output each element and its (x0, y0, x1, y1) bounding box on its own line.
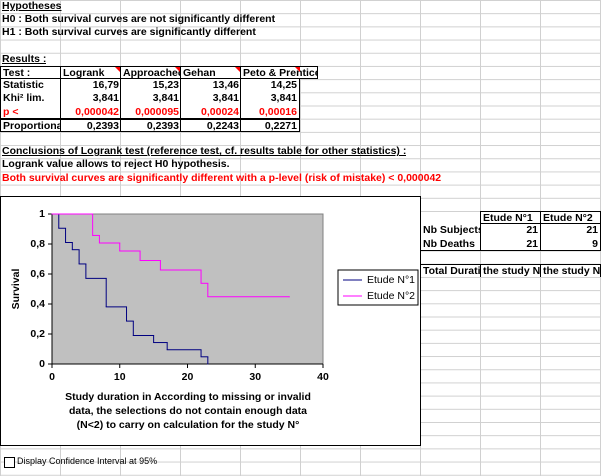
y-tick-label: 1 (39, 208, 45, 220)
x-axis-label: data, the selections do not contain enou… (69, 405, 307, 417)
row-label: Proportional (0, 118, 61, 132)
cell-value: 16,79 (60, 79, 121, 93)
cell-value: 3,841 (180, 92, 241, 106)
cell-value: 3,841 (60, 92, 121, 106)
row-header: Test : (0, 66, 61, 80)
x-tick-label: 30 (249, 371, 261, 383)
y-tick-label: 0,8 (30, 238, 45, 250)
cell-value: 0,000095 (120, 105, 181, 119)
y-tick-label: 0,2 (30, 328, 45, 340)
column-header: Logrank (60, 66, 121, 80)
row-label: Nb Deaths (420, 237, 481, 251)
x-tick-label: 0 (49, 371, 55, 383)
results-title: Results : (2, 52, 47, 65)
cell-value: 0,00024 (180, 105, 241, 119)
x-tick-label: 10 (114, 371, 126, 383)
row-label: p < (0, 105, 61, 119)
cell-value: 0,2393 (60, 118, 121, 132)
x-tick-label: 40 (317, 371, 329, 383)
cell-value: 13,46 (180, 79, 241, 93)
checkbox-label[interactable]: Display Confidence Interval at 95% (17, 456, 158, 466)
legend-label: Etude N°1 (367, 274, 415, 286)
comment-marker (115, 67, 120, 72)
column-header: Approached (120, 66, 181, 80)
column-header: Gehan (180, 66, 241, 80)
conclusion-line: Logrank value allows to reject H0 hypoth… (2, 158, 230, 171)
row-label: Total Duration (420, 264, 481, 278)
hypotheses-title: Hypotheses (2, 0, 62, 12)
chart: Survival Study duration in According to … (0, 196, 421, 446)
x-axis-label: Study duration in According to missing o… (65, 391, 311, 403)
x-axis-label: (N<2) to carry on calculation for the st… (77, 419, 300, 431)
h1: H1 : Both survival curves are significan… (2, 26, 256, 39)
y-tick-label: 0,6 (30, 268, 45, 280)
cell-value: the study N° (540, 264, 601, 278)
h0: H0 : Both survival curves are not signif… (2, 13, 276, 26)
cell-value: 21 (540, 224, 601, 238)
column-header: Etude N°2 (540, 211, 601, 225)
row-label: Nb Subjects (420, 224, 481, 238)
comment-marker (295, 67, 300, 72)
cell-value: 21 (480, 237, 541, 251)
column-header: Etude N°1 (480, 211, 541, 225)
comment-marker (235, 67, 240, 72)
x-tick-label: 20 (182, 371, 194, 383)
cell-value: 0,2243 (180, 118, 241, 132)
y-tick-label: 0,4 (30, 298, 45, 310)
comment-marker (175, 67, 180, 72)
cell-value: 0,00016 (240, 105, 300, 119)
cell-value: 21 (480, 224, 541, 238)
cell-value: 0,2271 (240, 118, 300, 132)
row-label: Statistic (0, 79, 61, 93)
plot-area (51, 213, 324, 365)
cell-value: 0,2393 (120, 118, 181, 132)
cell-value: 3,841 (240, 92, 300, 106)
row-label: Khi² lim. (0, 92, 61, 106)
cell-value: 3,841 (120, 92, 181, 106)
cell-value: 15,23 (120, 79, 181, 93)
column-header: Peto & Prentice (240, 66, 318, 80)
legend (337, 269, 419, 306)
conclusions-title: Conclusions of Logrank test (reference t… (2, 145, 407, 158)
y-tick-label: 0 (39, 358, 45, 370)
legend-label: Etude N°2 (367, 290, 415, 302)
cell-value: 9 (540, 237, 601, 251)
checkbox[interactable] (4, 457, 15, 468)
conclusion-line: Both survival curves are significantly d… (2, 171, 442, 184)
cell-value: 0,000042 (60, 105, 121, 119)
y-axis-label: Survival (10, 268, 22, 309)
cell-value: 14,25 (240, 79, 300, 93)
cell-value: the study N° (480, 264, 541, 278)
